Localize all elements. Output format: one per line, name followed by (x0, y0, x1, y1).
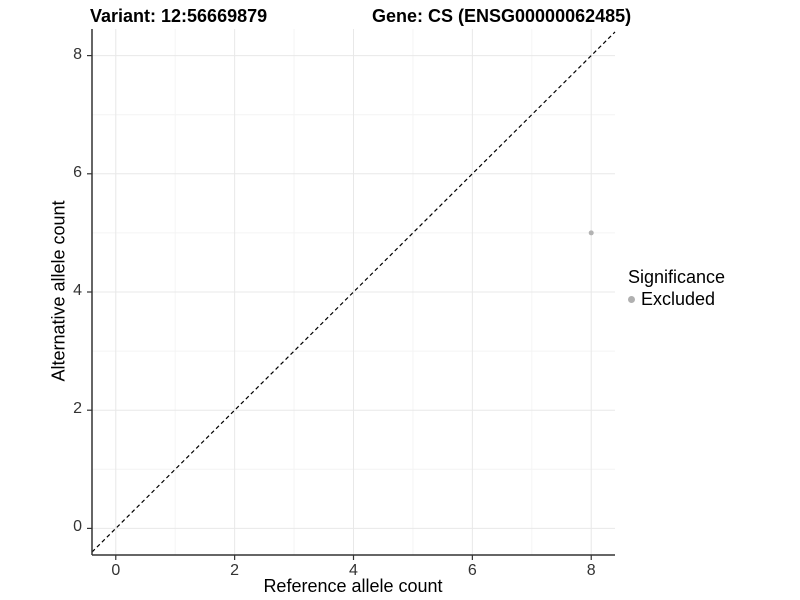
data-point (588, 230, 594, 236)
legend: Significance Excluded (628, 266, 725, 310)
x-tick-label: 0 (111, 562, 121, 579)
gene-title: Gene: CS (ENSG00000062485) (372, 6, 632, 26)
y-axis-label: Alternative allele count (48, 200, 69, 382)
legend-item-excluded: Excluded (628, 288, 725, 310)
x-tick-label: 2 (230, 562, 240, 579)
legend-item-label: Excluded (641, 289, 716, 309)
legend-dot-icon (628, 295, 635, 303)
x-axis-label: Reference allele count (263, 576, 443, 596)
y-tick-label: 0 (73, 518, 82, 536)
x-tick-label: 6 (467, 562, 477, 579)
y-tick-label: 2 (73, 400, 82, 418)
y-tick-label: 4 (73, 282, 82, 299)
y-tick-label: 6 (73, 163, 82, 181)
legend-title: Significance (628, 267, 726, 287)
variant-title: Variant: 12:56669879 (90, 6, 268, 26)
identity-dashed-line (91, 31, 616, 553)
x-tick-label: 8 (586, 562, 596, 579)
y-tick-label: 8 (73, 45, 82, 63)
x-tick-label: 4 (349, 562, 358, 579)
